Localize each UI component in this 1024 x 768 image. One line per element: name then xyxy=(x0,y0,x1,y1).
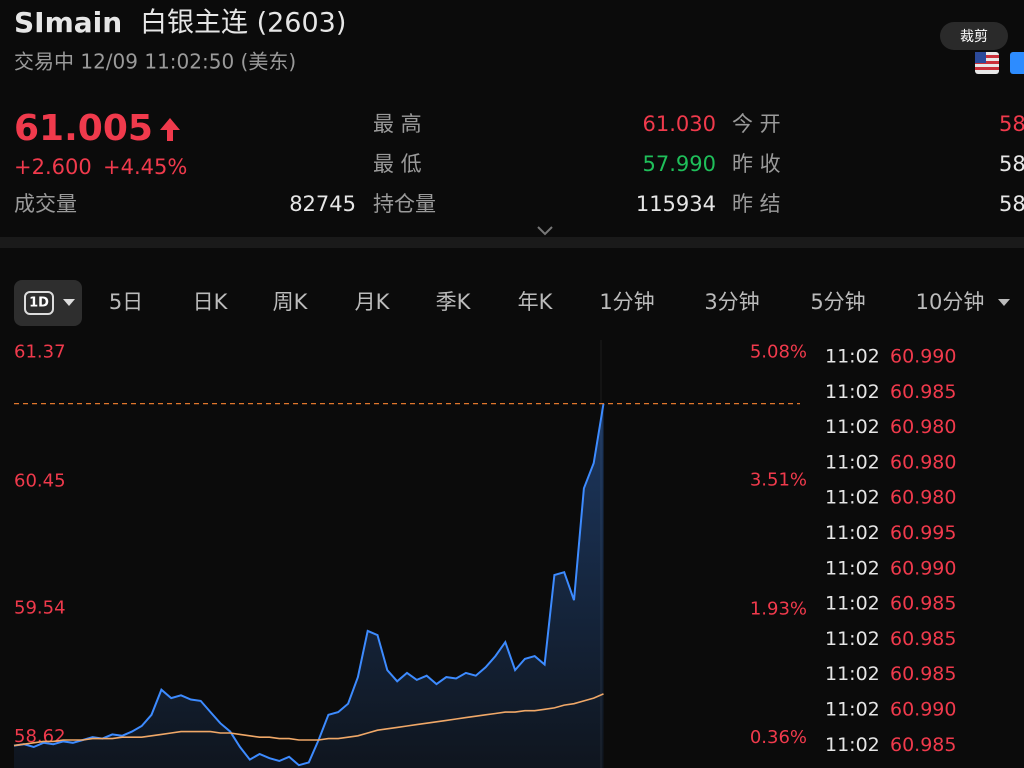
stat-value: 58 xyxy=(999,112,1024,136)
average-line xyxy=(13,693,604,747)
trade-price: 60.995 xyxy=(890,522,956,544)
trade-time: 11:02 xyxy=(825,628,880,650)
stat-label: 昨 收 xyxy=(732,152,781,176)
trade-price: 60.980 xyxy=(890,416,956,438)
tab[interactable]: 5分钟 xyxy=(810,290,865,314)
stat-label: 持仓量 xyxy=(373,192,436,216)
up-arrow xyxy=(160,118,180,141)
trade-price: 60.980 xyxy=(890,451,956,473)
tab[interactable]: 季K xyxy=(436,290,472,314)
stat-label: 昨 结 xyxy=(732,192,781,216)
y-tick-label: 61.37 xyxy=(14,342,66,363)
trade-time: 11:02 xyxy=(825,734,880,756)
stat-value: 61.030 xyxy=(643,112,716,136)
period-icon xyxy=(24,291,54,315)
y2-tick-label: 0.36% xyxy=(750,727,807,748)
trade-time: 11:02 xyxy=(825,416,880,438)
trade-time: 11:02 xyxy=(825,381,880,403)
change: +2.600 xyxy=(14,155,92,179)
y2-tick-label: 5.08% xyxy=(750,341,807,362)
price-line xyxy=(13,403,605,767)
stat-value: 58 xyxy=(999,152,1024,176)
trade-price: 60.985 xyxy=(890,663,956,685)
dropdown-arrow xyxy=(998,299,1010,306)
tab[interactable]: 3分钟 xyxy=(704,290,759,314)
status: 交易中 12/09 11:02:50 (美东) xyxy=(14,50,296,74)
tab[interactable]: 10分钟 xyxy=(916,290,985,314)
trade-price: 60.985 xyxy=(890,381,956,403)
volume: 82745 xyxy=(289,192,356,216)
dropdown-arrow xyxy=(63,299,75,306)
trade-price: 60.990 xyxy=(890,557,956,579)
trade-price: 60.990 xyxy=(890,699,956,721)
badge-bg[interactable] xyxy=(940,22,1008,50)
stat-value: 115934 xyxy=(636,192,716,216)
stat-label: 最 低 xyxy=(373,152,422,176)
volume-label: 成交量 xyxy=(14,192,77,216)
y-tick-label: 60.45 xyxy=(14,470,66,491)
stat-value: 58 xyxy=(999,192,1024,216)
trade-price: 60.980 xyxy=(890,487,956,509)
tab[interactable]: 周K xyxy=(273,290,309,314)
y-tick-label: 59.54 xyxy=(14,598,66,619)
badge[interactable]: 裁剪 xyxy=(960,29,988,45)
price: 61.005 xyxy=(14,108,153,149)
trade-price: 60.985 xyxy=(890,628,956,650)
tab-active[interactable]: 1D xyxy=(29,296,49,311)
tab[interactable]: 日K xyxy=(193,290,229,314)
trade-time: 11:02 xyxy=(825,699,880,721)
us-flag xyxy=(975,52,999,74)
trade-time: 11:02 xyxy=(825,557,880,579)
tab[interactable]: 月K xyxy=(355,290,391,314)
y2-tick-label: 1.93% xyxy=(750,599,807,620)
name: 白银主连 (2603) xyxy=(140,8,346,39)
change-pct: +4.45% xyxy=(103,155,187,179)
y2-tick-label: 3.51% xyxy=(750,469,807,490)
tab[interactable]: 年K xyxy=(518,290,554,314)
tab[interactable]: 1分钟 xyxy=(599,290,654,314)
trade-time: 11:02 xyxy=(825,593,880,615)
trade-time: 11:02 xyxy=(825,451,880,473)
tab[interactable]: 5日 xyxy=(109,290,143,314)
trade-price: 60.985 xyxy=(890,593,956,615)
expand-chevron[interactable] xyxy=(537,226,553,236)
price-area xyxy=(14,403,604,768)
stat-label: 今 开 xyxy=(732,112,781,136)
trade-time: 11:02 xyxy=(825,663,880,685)
trade-price: 60.990 xyxy=(890,346,956,368)
symbol: SImain xyxy=(14,6,122,39)
trade-price: 60.985 xyxy=(890,734,956,756)
trade-time: 11:02 xyxy=(825,522,880,544)
trade-time: 11:02 xyxy=(825,487,880,509)
lightning-icon[interactable] xyxy=(1010,52,1024,74)
trade-time: 11:02 xyxy=(825,346,880,368)
divider xyxy=(0,237,1024,248)
stat-label: 最 高 xyxy=(373,112,422,136)
stat-value: 57.990 xyxy=(643,152,716,176)
